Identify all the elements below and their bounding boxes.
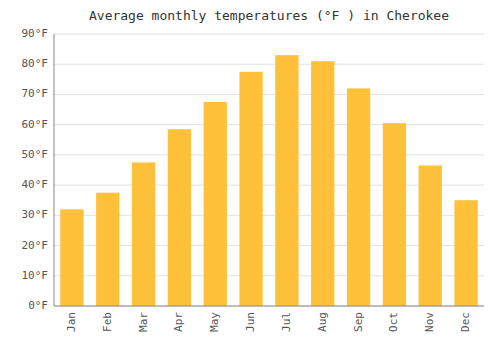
y-tick-label: 0°F [28, 299, 48, 312]
y-grid [54, 34, 484, 306]
grid-line [54, 306, 484, 307]
x-tick-label: May [208, 312, 221, 332]
bar [204, 102, 227, 306]
grid-line [54, 34, 484, 35]
grid-line [54, 94, 484, 95]
bar [60, 209, 83, 306]
y-tick-labels: 0°F 10°F 20°F 30°F 40°F 50°F 60°F 70°F 80°F 90°F [22, 27, 49, 312]
x-tick-labels: Jan Feb Mar Apr May Jun Jul Aug Sep Oct Nov Dec [65, 312, 472, 332]
y-tick-label: 60°F [22, 118, 49, 131]
chart-container: Average monthly temperatures (°F ) in Ch… [0, 0, 500, 350]
bar [383, 123, 406, 306]
x-tick-label: Feb [101, 312, 114, 332]
grid-line [54, 64, 484, 65]
x-tick-label: Jan [65, 312, 78, 332]
y-tick-label: 70°F [22, 87, 49, 100]
bar [132, 162, 155, 306]
y-axis-line [54, 34, 55, 306]
x-tick-label: Apr [172, 312, 185, 332]
x-tick-label: Sep [352, 312, 365, 332]
chart-svg: Average monthly temperatures (°F ) in Ch… [0, 0, 500, 350]
y-tick-label: 40°F [22, 178, 49, 191]
bar [168, 129, 191, 306]
y-tick-label: 50°F [22, 148, 49, 161]
y-tick-label: 10°F [22, 269, 49, 282]
x-tick-label: Oct [387, 312, 400, 332]
bars [60, 55, 477, 306]
bar [419, 165, 442, 306]
bar [311, 61, 334, 306]
x-tick-label: Mar [137, 312, 150, 332]
y-tick-label: 30°F [22, 208, 49, 221]
y-tick-label: 90°F [22, 27, 49, 40]
bar [454, 200, 477, 306]
chart-title: Average monthly temperatures (°F ) in Ch… [89, 8, 449, 23]
x-tick-label: Nov [423, 312, 436, 332]
y-tick-label: 80°F [22, 57, 49, 70]
x-tick-label: Jun [244, 312, 257, 332]
bar [239, 72, 262, 306]
bar [275, 55, 298, 306]
grid-line [54, 124, 484, 125]
grid-line [54, 154, 484, 155]
bar [347, 88, 370, 306]
y-tick-label: 20°F [22, 239, 49, 252]
x-tick-label: Jul [280, 312, 293, 332]
x-axis-line [54, 306, 484, 307]
x-tick-label: Dec [459, 312, 472, 332]
bar [96, 193, 119, 306]
x-tick-label: Aug [316, 312, 329, 332]
